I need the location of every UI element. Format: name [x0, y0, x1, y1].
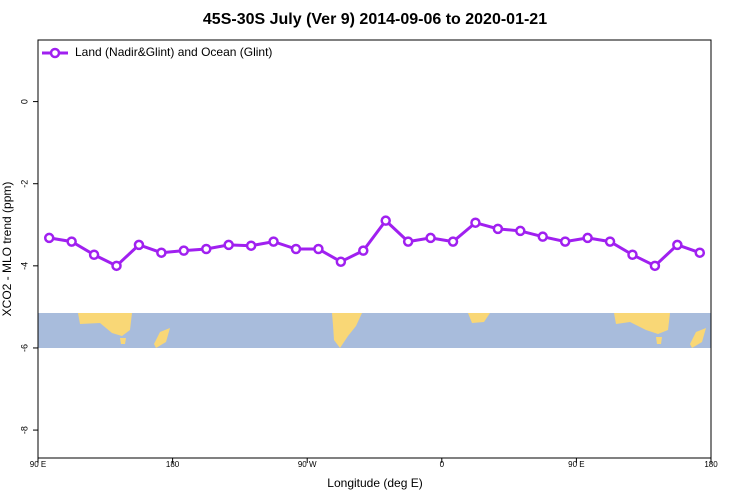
x-tick-label: 90 E — [30, 460, 46, 469]
point — [582, 232, 593, 244]
point — [290, 243, 302, 255]
point — [380, 215, 391, 226]
x-axis-label: Longitude (deg E) — [327, 476, 422, 490]
point — [627, 249, 638, 260]
point — [111, 260, 122, 272]
y-tick-label: -2 — [19, 180, 29, 188]
x-tick-label: 90 W — [298, 460, 317, 469]
legend: Land (Nadir&Glint) and Ocean (Glint) — [42, 45, 272, 59]
y-tick-label: 0 — [19, 99, 29, 104]
map-band — [38, 313, 711, 348]
legend-label: Land (Nadir&Glint) and Ocean (Glint) — [75, 45, 272, 59]
point — [492, 223, 504, 235]
x-tick-label: 90 E — [568, 460, 584, 469]
legend-marker — [49, 47, 61, 59]
point — [245, 240, 257, 251]
point — [447, 236, 459, 247]
x-tick-label: 0 — [440, 460, 445, 469]
point — [559, 236, 571, 247]
point — [515, 225, 526, 237]
point — [66, 236, 77, 247]
point — [43, 232, 55, 244]
y-tick-label: -8 — [19, 426, 29, 434]
y-axis-label: XCO2 - MLO trend (ppm) — [0, 182, 14, 317]
point — [402, 236, 414, 247]
point — [178, 245, 190, 256]
point — [268, 236, 279, 247]
x-tick-label: 180 — [704, 460, 718, 469]
point — [156, 247, 167, 258]
chart-title: 45S-30S July (Ver 9) 2014-09-06 to 2020-… — [203, 11, 547, 28]
x-tick-label: 180 — [166, 460, 180, 469]
point — [604, 236, 616, 247]
point — [425, 232, 436, 244]
point — [694, 247, 706, 258]
point — [358, 245, 369, 256]
y-tick-label: -4 — [19, 262, 29, 270]
point — [88, 249, 100, 260]
point — [470, 217, 481, 228]
plot-frame — [37, 39, 712, 459]
point — [537, 231, 548, 242]
point — [133, 239, 145, 251]
point — [672, 239, 683, 251]
point — [335, 256, 347, 267]
series-line — [48, 218, 701, 268]
point — [649, 260, 661, 272]
point — [201, 243, 212, 255]
point — [313, 243, 324, 255]
point — [223, 239, 234, 251]
y-tick-label: -6 — [19, 344, 29, 352]
